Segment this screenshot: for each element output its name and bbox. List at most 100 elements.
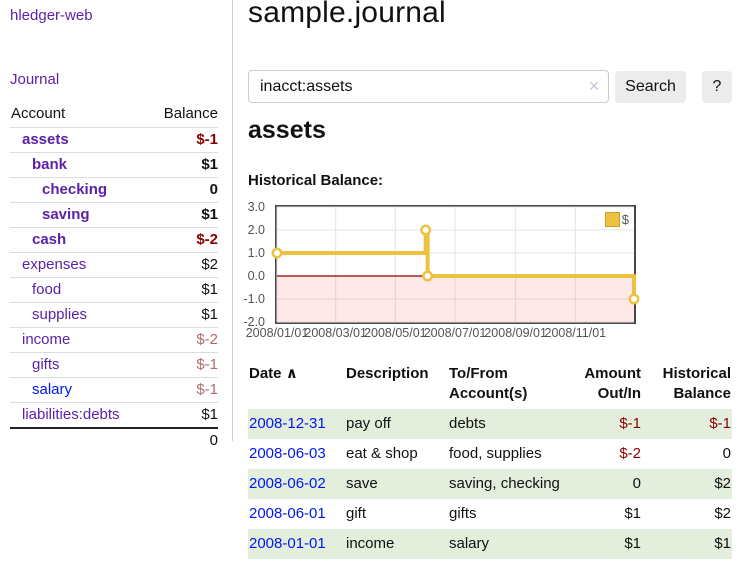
account-balance: $-2 (148, 227, 218, 253)
transaction-date-link[interactable]: 2008-06-01 (249, 505, 326, 522)
accounts-table: Account Balance assets $-1 bank $1 check… (10, 102, 218, 453)
sidebar-divider (232, 0, 233, 441)
account-row-cash: cash $-2 (10, 227, 218, 253)
chart-x-axis-labels: 2008/01/01 2008/03/01 2008/05/01 2008/07/01… (246, 326, 634, 342)
register-table: Date ∧ Description To/From Account(s) Am… (248, 360, 732, 559)
transaction-amount: $-1 (566, 409, 642, 439)
legend-label: $ (621, 212, 629, 227)
account-balance: $2 (148, 252, 218, 278)
account-link-bank[interactable]: bank (32, 156, 68, 173)
transaction-accounts: debts (448, 409, 566, 439)
transaction-balance: $2 (642, 469, 732, 499)
x-tick-label: 2008/07/01 (423, 326, 487, 340)
transaction-description: gift (346, 505, 367, 522)
register-col-account: To/From Account(s) (449, 365, 528, 402)
x-tick-label: 2008/01/01 (245, 326, 309, 340)
accounts-total-balance: 0 (148, 427, 218, 453)
accounts-col-account: Account (11, 105, 66, 122)
sidebar-nav-journal[interactable]: Journal (10, 71, 60, 88)
register-col-amount: Amount Out/In (584, 365, 641, 402)
chart-y-axis-labels: 3.0 2.0 1.0 0.0 -1.0 -2.0 (238, 200, 271, 329)
historical-balance-chart[interactable]: $ (271, 205, 640, 324)
register-col-description: Description (346, 365, 429, 382)
account-row-checking: checking 0 (10, 177, 218, 203)
transaction-balance: $2 (714, 505, 731, 522)
register-row: 2008-06-03 eat & shop food, supplies $-2… (248, 439, 732, 469)
help-button[interactable]: ? (702, 71, 732, 103)
register-col-date[interactable]: Date ∧ (249, 365, 298, 382)
search-input[interactable] (248, 70, 609, 103)
register-header-row: Date ∧ Description To/From Account(s) Am… (248, 360, 732, 409)
account-link-checking[interactable]: checking (42, 181, 108, 198)
transaction-date-link[interactable]: 2008-06-03 (249, 445, 326, 462)
transaction-accounts: food, supplies (449, 445, 542, 462)
register-row: 2008-01-01 income salary $1 $1 (248, 529, 732, 559)
transaction-accounts: saving, checking (448, 469, 566, 499)
transaction-description: income (345, 529, 448, 559)
app-brand-link[interactable]: hledger-web (10, 7, 93, 24)
account-balance: $1 (148, 277, 218, 303)
chart-canvas (271, 206, 640, 323)
clear-search-icon[interactable]: ✕ (588, 78, 600, 94)
account-balance: $-1 (148, 352, 218, 378)
account-balance: $1 (148, 202, 218, 228)
account-link-liabilities-debts[interactable]: liabilities:debts (22, 406, 120, 423)
account-link-saving[interactable]: saving (42, 206, 90, 223)
register-row: 2008-12-31 pay off debts $-1 $-1 (248, 409, 732, 439)
transaction-balance: 0 (722, 445, 731, 462)
account-row-saving: saving $1 (10, 202, 218, 228)
account-link-gifts[interactable]: gifts (32, 356, 60, 373)
x-tick-label: 2008/09/01 (484, 326, 547, 340)
register-col-balance: Historical Balance (662, 365, 731, 402)
search-form: ✕ (248, 70, 609, 103)
y-tick-label: 0.0 (247, 269, 265, 283)
account-link-income[interactable]: income (22, 331, 71, 348)
transaction-date-link[interactable]: 2008-06-02 (249, 475, 326, 492)
account-link-expenses[interactable]: expenses (22, 256, 87, 273)
transaction-amount: $1 (566, 529, 642, 559)
account-balance: $1 (148, 302, 218, 328)
account-balance: 0 (148, 177, 218, 203)
account-row-gifts: gifts $-1 (10, 352, 218, 378)
legend-swatch-icon (604, 212, 620, 227)
page-title: sample.journal (248, 0, 446, 29)
account-link-salary[interactable]: salary (32, 381, 73, 398)
transaction-description: pay off (345, 409, 448, 439)
transaction-accounts: salary (448, 529, 566, 559)
transaction-balance: $-1 (642, 409, 732, 439)
transaction-balance: $1 (642, 529, 732, 559)
chart-title: Historical Balance: (248, 172, 384, 189)
account-link-supplies[interactable]: supplies (32, 306, 88, 323)
transaction-date-link[interactable]: 2008-12-31 (249, 415, 326, 432)
x-tick-label: 2008/03/01 (304, 326, 367, 340)
account-row-assets: assets $-1 (10, 127, 218, 153)
transaction-accounts: gifts (449, 505, 477, 522)
accounts-header-row: Account Balance (10, 102, 218, 128)
account-balance: $-2 (148, 327, 218, 353)
account-link-assets[interactable]: assets (22, 131, 69, 148)
account-link-cash[interactable]: cash (32, 231, 67, 248)
transaction-date-link[interactable]: 2008-01-01 (249, 535, 326, 552)
account-balance: $-1 (148, 127, 218, 153)
account-row-salary: salary $-1 (10, 377, 218, 403)
account-heading: assets (248, 116, 326, 144)
transaction-description: eat & shop (346, 445, 418, 462)
account-row-supplies: supplies $1 (10, 302, 218, 328)
transaction-amount: 0 (566, 469, 642, 499)
accounts-total-row: 0 (10, 427, 218, 453)
x-tick-label: 2008/11/01 (544, 326, 607, 340)
chart-legend: $ (604, 212, 629, 227)
account-row-expenses: expenses $2 (10, 252, 218, 278)
y-tick-label: 1.0 (247, 246, 265, 260)
search-button[interactable]: Search (615, 71, 686, 103)
transaction-amount: $1 (624, 505, 641, 522)
account-balance: $1 (148, 402, 218, 428)
sort-ascending-icon: ∧ (285, 365, 298, 382)
y-tick-label: -2.0 (243, 315, 265, 329)
y-tick-label: 2.0 (247, 223, 265, 237)
account-link-food[interactable]: food (32, 281, 62, 298)
account-balance: $-1 (148, 377, 218, 403)
transaction-description: save (345, 469, 448, 499)
accounts-col-balance: Balance (163, 105, 218, 122)
